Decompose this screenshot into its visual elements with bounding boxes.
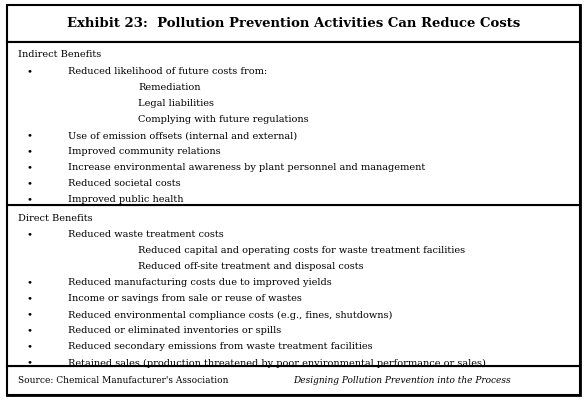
Text: •: • [26, 278, 32, 287]
Text: •: • [26, 342, 32, 351]
Text: Reduced secondary emissions from waste treatment facilities: Reduced secondary emissions from waste t… [68, 342, 372, 351]
Text: Reduced or eliminated inventories or spills: Reduced or eliminated inventories or spi… [68, 326, 281, 335]
Text: •: • [26, 163, 32, 172]
Text: •: • [26, 294, 32, 303]
Text: Reduced waste treatment costs: Reduced waste treatment costs [68, 230, 223, 239]
Bar [7, 5, 580, 42]
Text: Complying with future regulations: Complying with future regulations [138, 115, 309, 124]
Text: •: • [26, 147, 32, 156]
Text: •: • [26, 358, 32, 367]
Text: Income or savings from sale or reuse of wastes: Income or savings from sale or reuse of … [68, 294, 301, 303]
Bar [7, 42, 580, 205]
Text: Improved public health: Improved public health [68, 195, 183, 204]
Text: Reduced manufacturing costs due to improved yields: Reduced manufacturing costs due to impro… [68, 278, 331, 287]
Text: Remediation: Remediation [138, 83, 200, 92]
Text: •: • [26, 179, 32, 188]
Text: Exhibit 23:  Pollution Prevention Activities Can Reduce Costs: Exhibit 23: Pollution Prevention Activit… [67, 17, 520, 30]
Text: Improved community relations: Improved community relations [68, 147, 220, 156]
Text: Reduced likelihood of future costs from:: Reduced likelihood of future costs from: [68, 67, 266, 76]
Text: •: • [26, 326, 32, 335]
Text: Indirect Benefits: Indirect Benefits [18, 50, 101, 59]
Text: Reduced off-site treatment and disposal costs: Reduced off-site treatment and disposal … [138, 262, 363, 271]
Text: Reduced societal costs: Reduced societal costs [68, 179, 180, 188]
Text: •: • [26, 195, 32, 204]
Bar [7, 366, 580, 395]
Text: Direct Benefits: Direct Benefits [18, 214, 92, 222]
Text: •: • [26, 230, 32, 239]
Text: Designing Pollution Prevention into the Process: Designing Pollution Prevention into the … [293, 376, 511, 385]
Text: Reduced environmental compliance costs (e.g., fines, shutdowns): Reduced environmental compliance costs (… [68, 310, 392, 320]
Text: Use of emission offsets (internal and external): Use of emission offsets (internal and ex… [68, 131, 296, 140]
Text: •: • [26, 67, 32, 76]
Bar [7, 205, 580, 366]
Text: Increase environmental awareness by plant personnel and management: Increase environmental awareness by plan… [68, 163, 425, 172]
Text: •: • [26, 310, 32, 319]
Text: Retained sales (production threatened by poor environmental performance or sales: Retained sales (production threatened by… [68, 358, 485, 368]
Text: Legal liabilities: Legal liabilities [138, 99, 214, 108]
Text: Reduced capital and operating costs for waste treatment facilities: Reduced capital and operating costs for … [138, 246, 465, 256]
Text: Source: Chemical Manufacturer's Association: Source: Chemical Manufacturer's Associat… [18, 376, 231, 385]
Text: •: • [26, 131, 32, 140]
